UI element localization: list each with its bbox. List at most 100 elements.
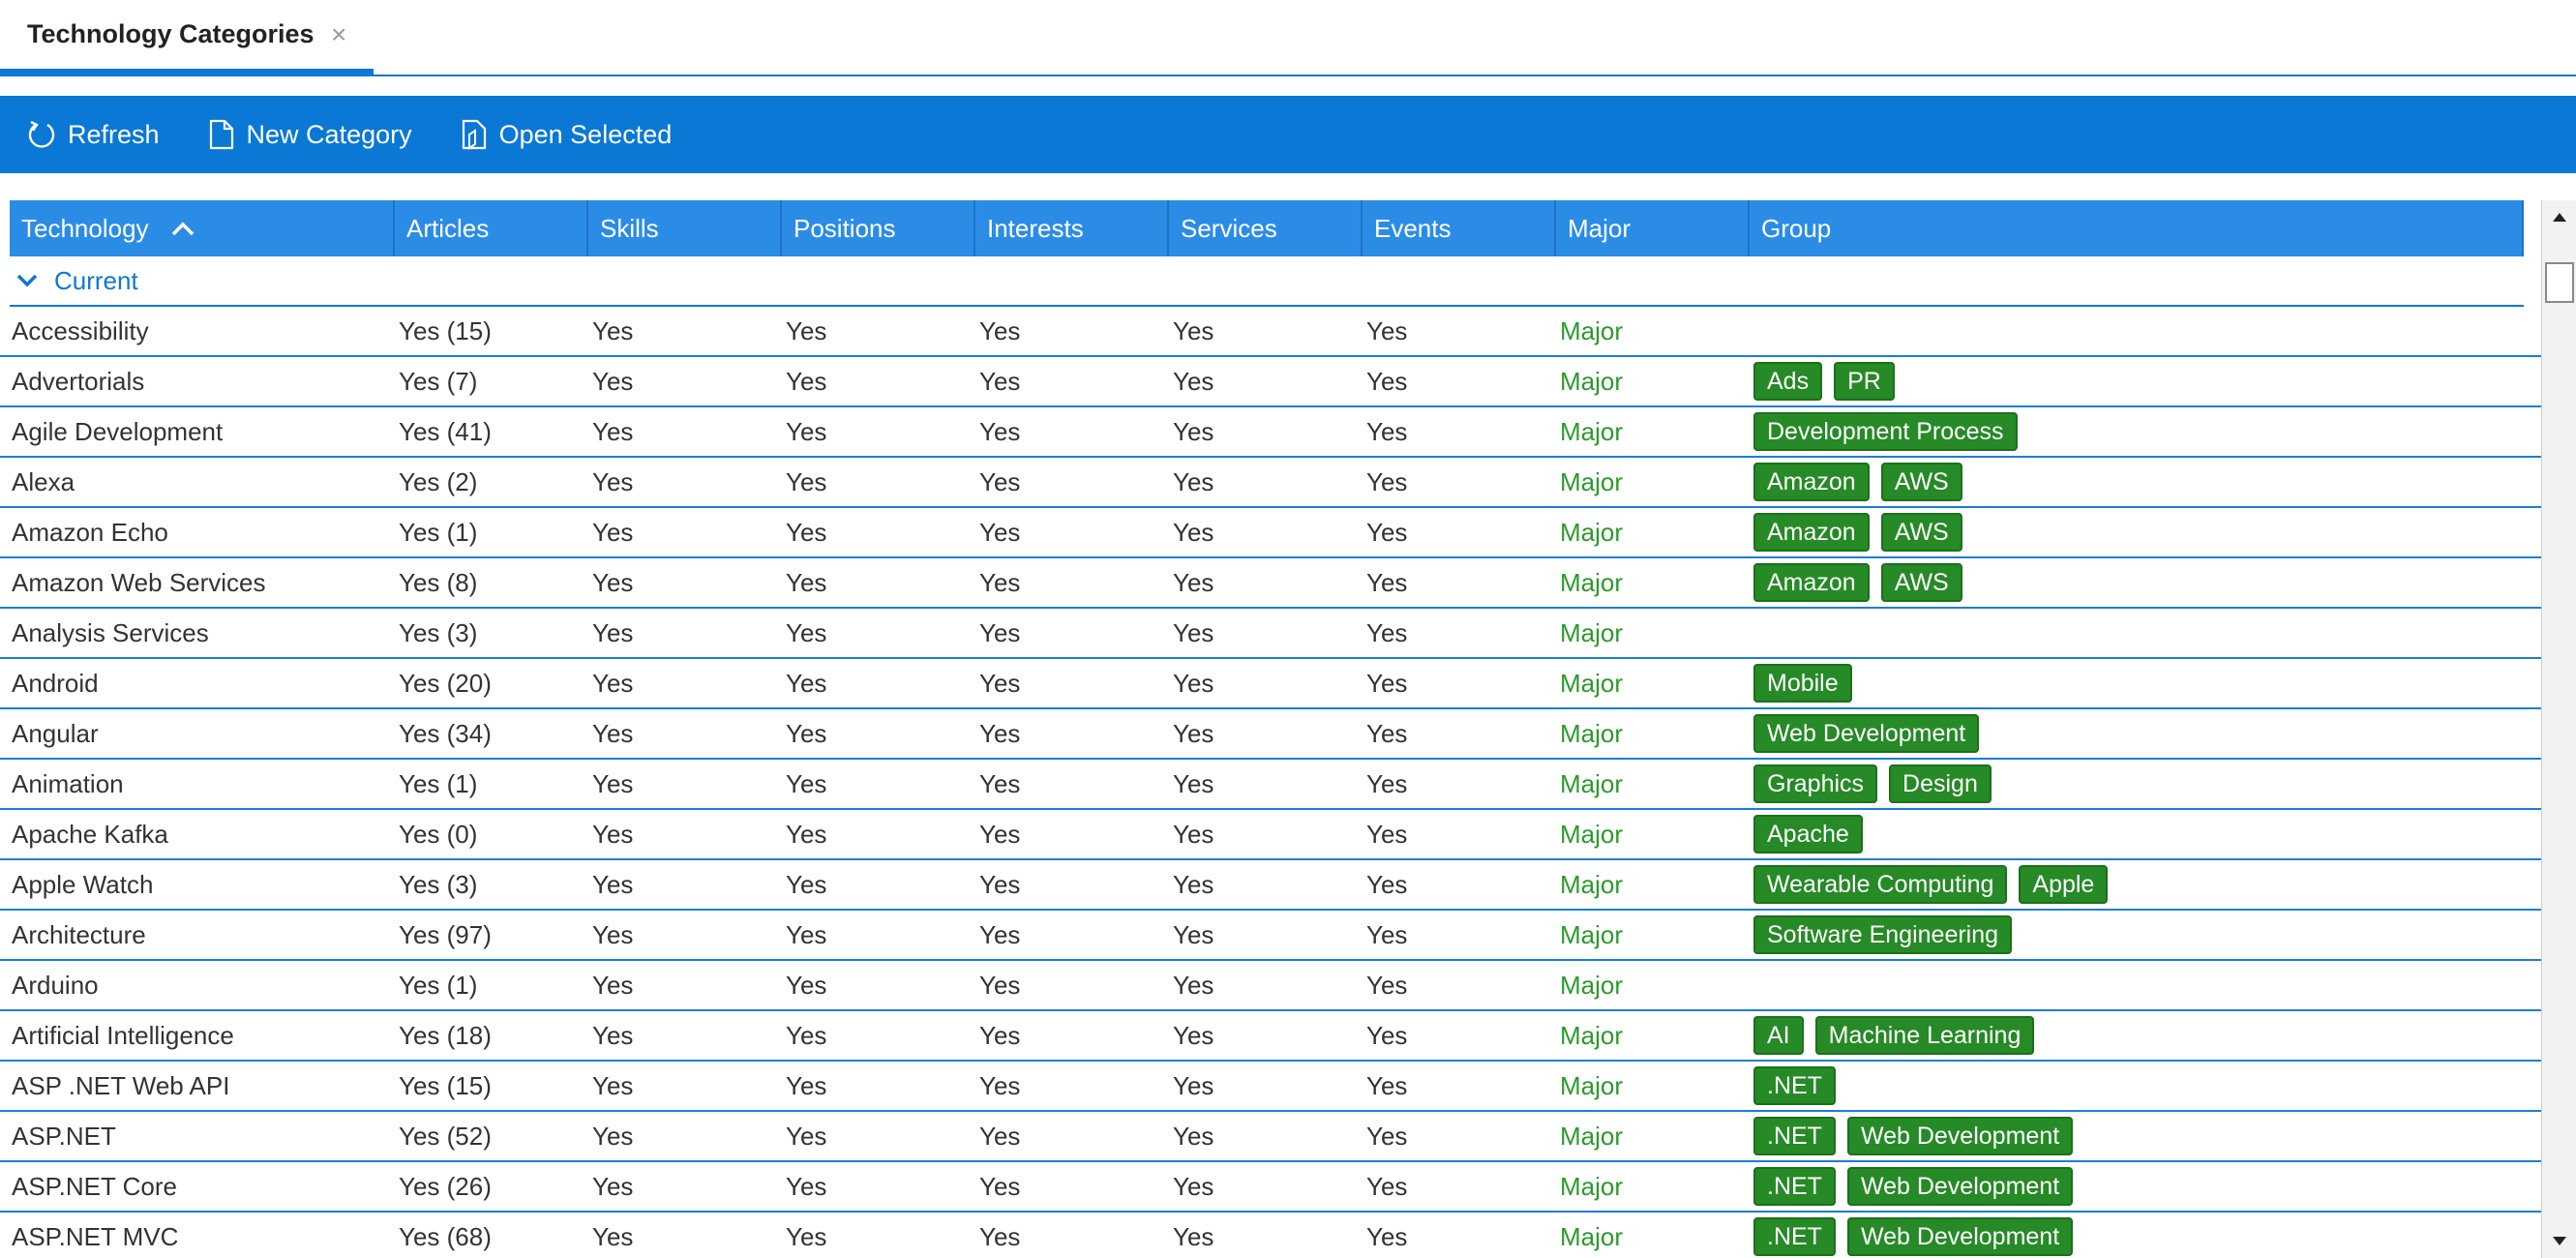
table-row[interactable]: ASP.NET MVC Yes (68) Yes Yes Yes Yes Yes Major.… bbox=[0, 1213, 2541, 1258]
table-row[interactable]: ASP.NET Core Yes (26) Yes Yes Yes Yes Yes Major… bbox=[0, 1162, 2541, 1213]
column-header-major[interactable]: Major bbox=[1556, 200, 1750, 256]
table-row[interactable]: Android Yes (20) Yes Yes Yes Yes Yes Major Mobil… bbox=[0, 659, 2541, 709]
group-tag[interactable]: Design bbox=[1889, 764, 1992, 803]
scrollbar-thumb[interactable] bbox=[2545, 262, 2574, 303]
cell-skills: Yes bbox=[592, 819, 634, 849]
group-tag[interactable]: AWS bbox=[1880, 513, 1962, 552]
group-tag[interactable]: Amazon bbox=[1753, 563, 1870, 602]
cell-articles: Yes (26) bbox=[399, 1171, 492, 1201]
group-tag[interactable]: Web Development bbox=[1846, 1217, 2074, 1256]
group-tag[interactable]: .NET bbox=[1753, 1066, 1836, 1105]
table-row[interactable]: ASP.NET Yes (52) Yes Yes Yes Yes Yes Major .NET W… bbox=[0, 1112, 2541, 1162]
cell-interests: Yes bbox=[979, 416, 1021, 446]
grid-rows: Accessibility Yes (15) Yes Yes Yes Yes Yes Majo… bbox=[0, 307, 2541, 1258]
cell-technology: Analysis Services bbox=[12, 617, 209, 647]
scroll-up-icon[interactable] bbox=[2545, 202, 2574, 231]
cell-skills: Yes bbox=[592, 718, 634, 748]
cell-events: Yes bbox=[1366, 416, 1408, 446]
column-header-services[interactable]: Services bbox=[1169, 200, 1363, 256]
cell-events: Yes bbox=[1366, 1020, 1408, 1050]
cell-articles: Yes (3) bbox=[399, 617, 478, 647]
table-row[interactable]: Accessibility Yes (15) Yes Yes Yes Yes Yes Majo… bbox=[0, 307, 2541, 357]
cell-technology: Apple Watch bbox=[12, 869, 154, 899]
cell-major: Major bbox=[1560, 1221, 1624, 1251]
column-header-articles[interactable]: Articles bbox=[395, 200, 588, 256]
cell-group: .NET Web Development bbox=[1753, 1162, 2074, 1211]
group-tag[interactable]: .NET bbox=[1753, 1117, 1836, 1155]
table-row[interactable]: Advertorials Yes (7) Yes Yes Yes Yes Yes Major A… bbox=[0, 357, 2541, 407]
cell-interests: Yes bbox=[979, 668, 1021, 698]
table-row[interactable]: Analysis Services Yes (3) Yes Yes Yes Yes Yes M… bbox=[0, 609, 2541, 659]
table-row[interactable]: Amazon Echo Yes (1) Yes Yes Yes Yes Yes Major Am… bbox=[0, 508, 2541, 558]
group-tag[interactable]: PR bbox=[1834, 362, 1895, 401]
column-header-technology[interactable]: Technology bbox=[10, 200, 395, 256]
column-header-group[interactable]: Group bbox=[1750, 200, 2524, 256]
group-tag[interactable]: AI bbox=[1753, 1016, 1804, 1055]
group-label: Current bbox=[54, 265, 138, 295]
group-tag[interactable]: Development Process bbox=[1753, 412, 2018, 451]
group-tags: Mobile bbox=[1753, 664, 1852, 703]
tab-technology-categories[interactable]: Technology Categories × bbox=[0, 0, 374, 75]
cell-major: Major bbox=[1560, 517, 1624, 547]
open-selected-button[interactable]: Open Selected bbox=[461, 96, 672, 173]
group-tag[interactable]: Apple bbox=[2019, 865, 2109, 904]
group-tag[interactable]: .NET bbox=[1753, 1167, 1836, 1206]
cell-major: Major bbox=[1560, 1070, 1624, 1100]
cell-articles: Yes (1) bbox=[399, 768, 478, 798]
new-category-button[interactable]: New Category bbox=[208, 96, 412, 173]
column-header-events[interactable]: Events bbox=[1363, 200, 1556, 256]
cell-interests: Yes bbox=[979, 315, 1021, 345]
group-tags: Amazon AWS bbox=[1753, 563, 1962, 602]
cell-interests: Yes bbox=[979, 869, 1021, 899]
group-tag[interactable]: AWS bbox=[1880, 463, 1962, 501]
scroll-down-icon[interactable] bbox=[2545, 1227, 2574, 1256]
table-row[interactable]: Arduino Yes (1) Yes Yes Yes Yes Yes Major bbox=[0, 961, 2541, 1011]
group-tag[interactable]: Ads bbox=[1753, 362, 1823, 401]
table-row[interactable]: Alexa Yes (2) Yes Yes Yes Yes Yes Major Amazon AW… bbox=[0, 458, 2541, 508]
cell-positions: Yes bbox=[786, 1121, 827, 1151]
cell-interests: Yes bbox=[979, 1020, 1021, 1050]
table-row[interactable]: Apache Kafka Yes (0) Yes Yes Yes Yes Yes Major A… bbox=[0, 810, 2541, 860]
cell-major: Major bbox=[1560, 819, 1624, 849]
tab-close-icon[interactable]: × bbox=[331, 19, 347, 49]
column-header-positions[interactable]: Positions bbox=[782, 200, 975, 256]
group-tags: .NET Web Development bbox=[1753, 1117, 2074, 1155]
table-row[interactable]: Angular Yes (34) Yes Yes Yes Yes Yes Major Web D… bbox=[0, 709, 2541, 760]
table-row[interactable]: Apple Watch Yes (3) Yes Yes Yes Yes Yes Major We… bbox=[0, 860, 2541, 911]
table-row[interactable]: Artificial Intelligence Yes (18) Yes Yes Yes… bbox=[0, 1011, 2541, 1062]
group-tag[interactable]: Apache bbox=[1753, 815, 1863, 854]
column-header-interests[interactable]: Interests bbox=[975, 200, 1169, 256]
cell-services: Yes bbox=[1173, 919, 1214, 949]
group-tag[interactable]: Web Development bbox=[1846, 1117, 2074, 1155]
cell-positions: Yes bbox=[786, 416, 827, 446]
group-tag[interactable]: AWS bbox=[1880, 563, 1962, 602]
refresh-button[interactable]: Refresh bbox=[27, 96, 160, 173]
cell-interests: Yes bbox=[979, 1171, 1021, 1201]
table-row[interactable]: Animation Yes (1) Yes Yes Yes Yes Yes Major Grap… bbox=[0, 760, 2541, 810]
group-tag[interactable]: Mobile bbox=[1753, 664, 1852, 703]
group-row-current[interactable]: Current bbox=[10, 256, 2524, 307]
group-tags: .NET Web Development bbox=[1753, 1217, 2074, 1256]
group-tag[interactable]: Web Development bbox=[1846, 1167, 2074, 1206]
column-header-skills[interactable]: Skills bbox=[588, 200, 782, 256]
group-tag[interactable]: .NET bbox=[1753, 1217, 1836, 1256]
vertical-scrollbar[interactable] bbox=[2541, 200, 2576, 1258]
group-tag[interactable]: Amazon bbox=[1753, 513, 1870, 552]
cell-articles: Yes (2) bbox=[399, 466, 478, 496]
group-tag[interactable]: Software Engineering bbox=[1753, 915, 2013, 954]
column-header-label: Interests bbox=[987, 213, 1084, 243]
group-tag[interactable]: Web Development bbox=[1753, 714, 1980, 753]
group-tag[interactable]: Wearable Computing bbox=[1753, 865, 2008, 904]
cell-group: .NET Web Development bbox=[1753, 1213, 2074, 1258]
table-row[interactable]: ASP .NET Web API Yes (15) Yes Yes Yes Yes Yes M… bbox=[0, 1062, 2541, 1112]
group-tag[interactable]: Graphics bbox=[1753, 764, 1878, 803]
table-row[interactable]: Amazon Web Services Yes (8) Yes Yes Yes Yes Ye… bbox=[0, 558, 2541, 609]
group-tag[interactable]: Machine Learning bbox=[1814, 1016, 2035, 1055]
cell-skills: Yes bbox=[592, 517, 634, 547]
table-row[interactable]: Architecture Yes (97) Yes Yes Yes Yes Yes Major… bbox=[0, 911, 2541, 961]
sort-ascending-icon bbox=[171, 222, 194, 236]
group-tag[interactable]: Amazon bbox=[1753, 463, 1870, 501]
cell-positions: Yes bbox=[786, 1221, 827, 1251]
table-row[interactable]: Agile Development Yes (41) Yes Yes Yes Yes Yes… bbox=[0, 407, 2541, 458]
cell-events: Yes bbox=[1366, 567, 1408, 597]
